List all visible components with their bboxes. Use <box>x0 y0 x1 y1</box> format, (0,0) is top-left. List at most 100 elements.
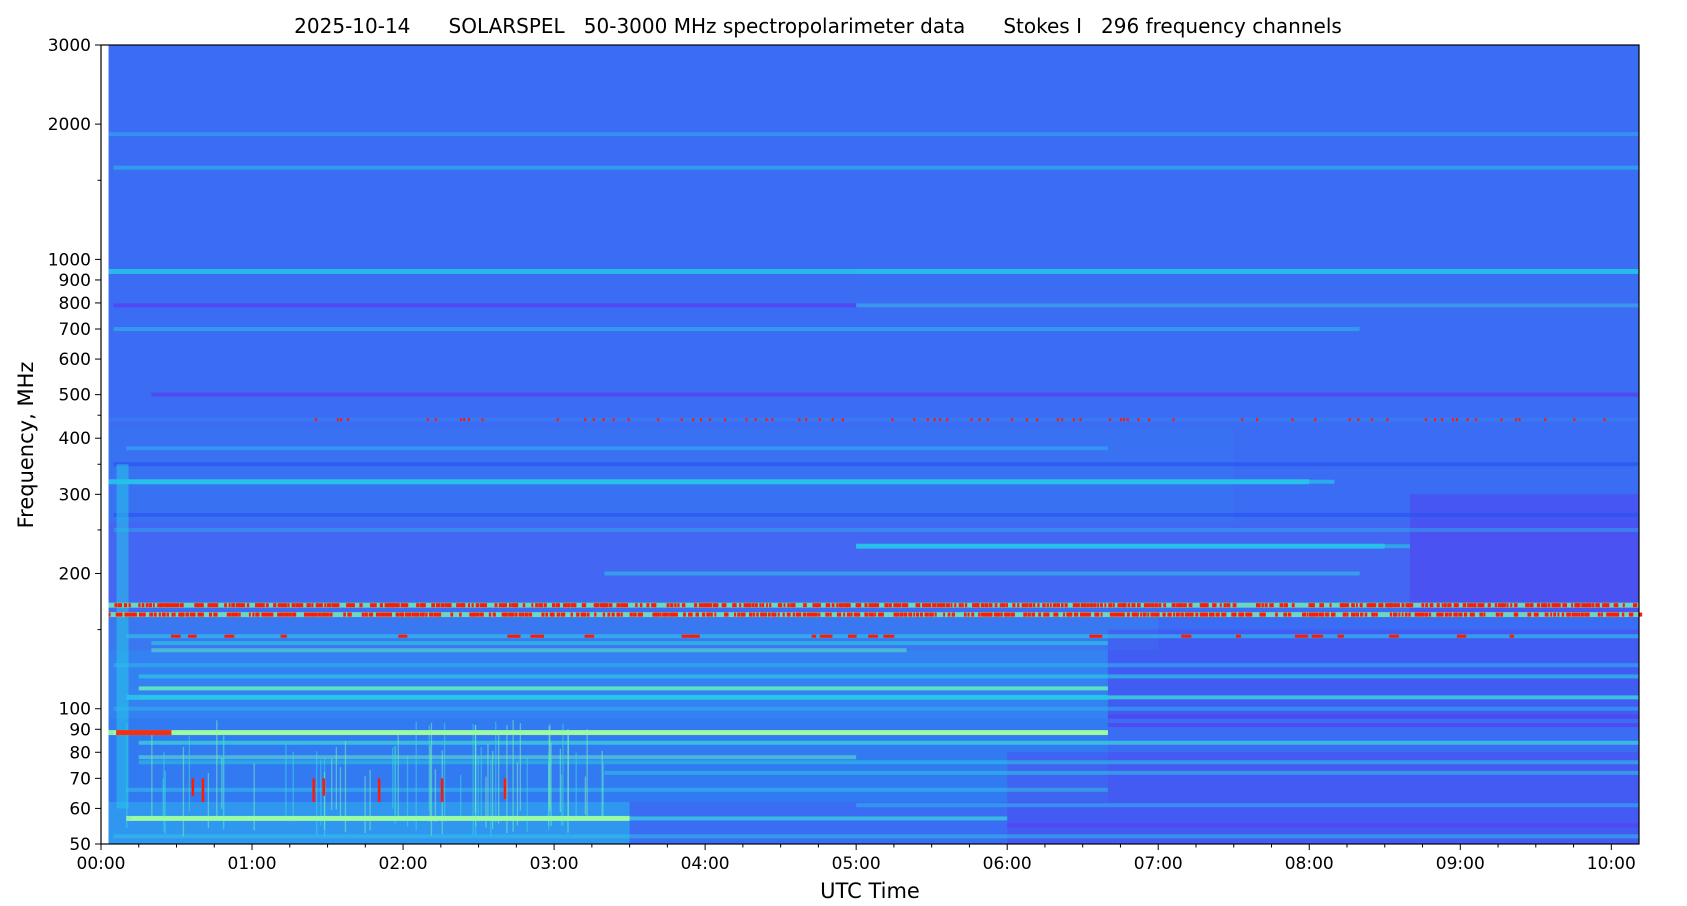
heatmap-dot <box>771 418 774 422</box>
heatmap-line-segment <box>158 612 161 617</box>
plot-frame <box>100 44 1640 845</box>
heatmap-streak <box>460 774 462 817</box>
heatmap-stripe <box>126 787 1108 792</box>
heatmap-line-segment <box>386 603 392 608</box>
heatmap-line-segment <box>1089 603 1093 608</box>
heatmap-line-segment <box>1606 603 1610 608</box>
heatmap-line-segment <box>1453 612 1458 617</box>
heatmap-line-segment <box>117 603 121 608</box>
heatmap-dash <box>1089 634 1103 638</box>
heatmap-line-segment <box>292 612 296 617</box>
heatmap-line-segment <box>1023 612 1028 617</box>
heatmap-line-segment <box>1046 603 1049 608</box>
heatmap-stripe <box>113 834 1639 839</box>
heatmap-streak <box>480 746 482 817</box>
y-tick-label: 70 <box>69 769 91 789</box>
heatmap-line-segment <box>1495 612 1500 617</box>
heatmap-line-segment <box>372 603 377 608</box>
heatmap-line-segment <box>1414 612 1420 617</box>
heatmap-dash <box>1456 634 1467 638</box>
heatmap-line-segment <box>872 612 874 617</box>
heatmap-dash <box>188 634 197 638</box>
heatmap-line-segment <box>846 603 851 608</box>
heatmap-dot <box>1126 418 1129 422</box>
heatmap-line-segment <box>934 612 937 617</box>
heatmap-line-segment <box>505 612 508 617</box>
heatmap-line-segment <box>1638 612 1643 617</box>
x-tick-label: 03:00 <box>530 854 579 874</box>
heatmap-stripe <box>138 686 1108 691</box>
heatmap-line-segment <box>903 612 908 617</box>
heatmap-dash <box>1181 634 1192 638</box>
heatmap-band <box>1007 752 1639 844</box>
heatmap-line-segment <box>472 612 477 617</box>
heatmap-line-segment <box>306 603 311 608</box>
heatmap-line-segment <box>231 612 236 617</box>
heatmap-line-segment <box>1575 612 1578 617</box>
heatmap-line-segment <box>864 612 869 617</box>
heatmap-line-segment <box>1154 603 1159 608</box>
heatmap-streak <box>164 770 166 834</box>
heatmap-line-segment <box>570 603 576 608</box>
heatmap-line-segment <box>210 603 213 608</box>
heatmap-line-segment <box>1458 612 1463 617</box>
heatmap-line-segment <box>814 603 818 608</box>
heatmap-dot <box>459 418 462 422</box>
heatmap-line-segment <box>1212 603 1217 608</box>
heatmap-line-segment <box>868 603 873 608</box>
heatmap-streak <box>485 776 487 828</box>
heatmap-line-segment <box>1311 603 1315 608</box>
heatmap-line-segment <box>1581 603 1585 608</box>
heatmap-line-segment <box>1112 603 1115 608</box>
heatmap-line-segment <box>654 603 657 608</box>
heatmap-line-segment <box>1140 612 1143 617</box>
heatmap-dot <box>1386 418 1389 422</box>
heatmap-line-segment <box>1319 603 1324 608</box>
heatmap-dot <box>1466 418 1469 422</box>
heatmap-line-segment <box>743 603 749 608</box>
heatmap-burst <box>201 778 205 803</box>
heatmap-line-segment <box>739 603 742 608</box>
heatmap-line-segment <box>514 612 518 617</box>
heatmap-line-segment <box>1472 603 1477 608</box>
heatmap-line-segment <box>766 603 768 608</box>
heatmap-streak <box>491 751 494 830</box>
heatmap-line-segment <box>980 603 985 608</box>
heatmap-line-segment <box>416 603 420 608</box>
heatmap-line-segment <box>261 612 266 617</box>
heatmap-line-segment <box>1162 612 1166 617</box>
heatmap-line-segment <box>124 612 130 617</box>
heatmap-line-segment <box>498 603 504 608</box>
heatmap-line-segment <box>479 612 484 617</box>
heatmap-streak <box>526 756 528 832</box>
heatmap-line-segment <box>797 612 802 617</box>
heatmap-line-segment <box>987 612 992 617</box>
heatmap-line-segment <box>895 612 900 617</box>
heatmap-line-segment <box>1180 612 1184 617</box>
heatmap-line-segment <box>475 603 480 608</box>
heatmap-dash <box>1311 634 1323 638</box>
heatmap-dash <box>584 634 595 638</box>
heatmap-line-segment <box>1226 603 1231 608</box>
heatmap-streak <box>472 724 474 836</box>
heatmap-dash <box>1235 634 1241 638</box>
heatmap-streak <box>323 772 326 830</box>
heatmap-feature <box>108 479 1310 485</box>
heatmap-streak <box>559 748 562 813</box>
heatmap-line-segment <box>440 603 445 608</box>
y-tick-label: 800 <box>59 294 91 314</box>
heatmap-line-segment <box>1487 603 1491 608</box>
heatmap-line-segment <box>224 603 227 608</box>
heatmap-line-segment <box>1073 612 1079 617</box>
heatmap-line-segment <box>1479 612 1483 617</box>
heatmap-line-segment <box>905 603 909 608</box>
heatmap-line-segment <box>732 603 737 608</box>
heatmap-line-segment <box>924 612 929 617</box>
heatmap-line-segment <box>1221 612 1225 617</box>
heatmap-line-segment <box>1544 612 1549 617</box>
heatmap-dot <box>724 418 727 422</box>
heatmap-line-segment <box>1595 603 1600 608</box>
heatmap-line-segment <box>173 612 176 617</box>
heatmap-line-segment <box>1556 603 1561 608</box>
heatmap-line-segment <box>1553 612 1557 617</box>
